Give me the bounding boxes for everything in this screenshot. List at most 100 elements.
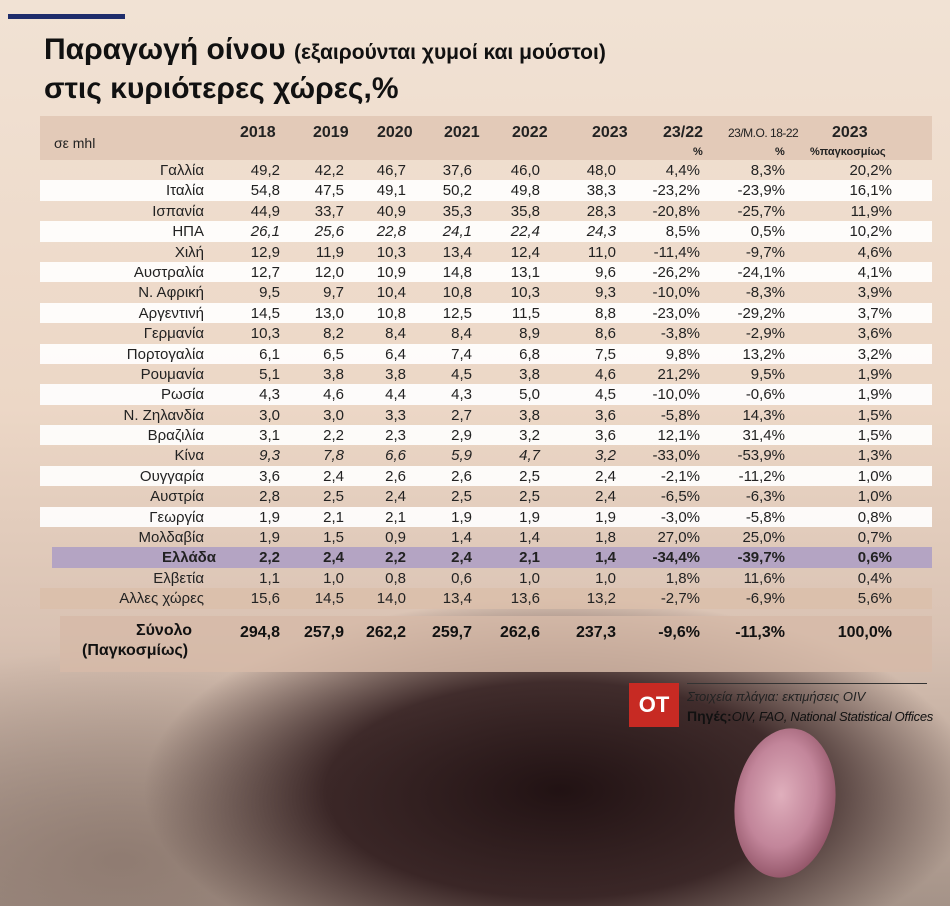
table-row: Γαλλία 49,2 42,2 46,7 37,6 46,0 48,0 4,4% 8,3% 20… — [40, 160, 932, 180]
val-2018: 2,2 — [259, 549, 280, 567]
country-name: Γεωργία — [149, 508, 204, 526]
val-2020: 14,0 — [376, 590, 406, 608]
val-2020: 46,7 — [376, 162, 406, 179]
val-avg: 13,2% — [742, 345, 785, 363]
table-row: Ρουμανία 5,1 3,8 3,8 4,5 3,8 4,6 21,2% 9,5% 1,9% — [40, 364, 932, 384]
val-avg: 9,5% — [750, 365, 785, 383]
val-2023: 48,0 — [586, 162, 616, 179]
col-change-sub: % — [693, 146, 703, 158]
val-avg: 11,6% — [743, 569, 785, 587]
val-2020: 2,3 — [385, 427, 406, 445]
val-change: 4,4% — [665, 162, 700, 179]
country-name: ΗΠΑ — [172, 223, 204, 241]
val-avg: -24,1% — [737, 263, 785, 281]
chart-title: Παραγωγή οίνου (εξαιρούνται χυμοί και μο… — [44, 32, 606, 107]
table-row: Ρωσία 4,3 4,6 4,4 4,3 5,0 4,5 -10,0% -0,6% 1,9% — [40, 384, 932, 405]
val-2018: 1,9 — [259, 529, 280, 547]
val-2022: 11,5 — [511, 304, 540, 322]
table-row: Πορτογαλία 6,1 6,5 6,4 7,4 6,8 7,5 9,8% 13,2% 3,2… — [40, 343, 932, 364]
val-change: -34,4% — [652, 549, 700, 567]
val-2018: 9,5 — [259, 284, 280, 302]
country-name: Ελλάδα — [161, 549, 216, 567]
col-2022: 2022 — [512, 124, 548, 141]
val-change: 1,8% — [665, 569, 700, 587]
val-avg: -6,9% — [745, 590, 785, 608]
val-share: 5,6% — [857, 590, 892, 608]
val-2020: 0,8 — [385, 569, 406, 587]
source-label: Πηγές: — [687, 708, 732, 724]
val-2021: 4,5 — [451, 365, 472, 383]
country-name: Ρουμανία — [140, 365, 204, 383]
val-change: 8,5% — [665, 223, 700, 241]
val-2021: 2,5 — [451, 488, 472, 506]
val-2020: 3,8 — [385, 365, 406, 383]
country-name: Ουγγαρία — [139, 467, 204, 485]
val-2018: 14,5 — [250, 304, 280, 322]
val-2021: 35,3 — [442, 202, 472, 220]
val-change: -6,5% — [660, 488, 700, 506]
title-line2: στις κυριότερες χώρες,% — [44, 72, 399, 105]
title-parenthetical: (εξαιρούνται χυμοί και μούστοι) — [293, 41, 606, 64]
val-2021: 13,4 — [442, 243, 472, 261]
val-2018: 1,9 — [259, 508, 280, 526]
source-divider — [687, 683, 927, 684]
val-2020: 2,2 — [385, 549, 406, 567]
val-2019: 25,6 — [314, 223, 344, 241]
val-2023: 9,6 — [595, 263, 616, 281]
col-2023: 2023 — [592, 124, 628, 141]
val-2018: 1,1 — [259, 569, 280, 587]
val-2023: 11,0 — [587, 243, 616, 261]
table-row: Γεωργία 1,9 2,1 2,1 1,9 1,9 1,9 -3,0% -5,8% 0,8% — [40, 506, 932, 528]
val-2019: 8,2 — [323, 325, 344, 343]
val-2022: 2,5 — [519, 467, 540, 485]
table-row: Ισπανία 44,9 33,7 40,9 35,3 35,8 28,3 -20,8% -25… — [40, 201, 932, 221]
val-2019: 11,9 — [315, 243, 344, 261]
val-2020: 22,8 — [376, 223, 406, 241]
val-avg: -25,7% — [737, 202, 785, 220]
val-change: -23,0% — [652, 304, 700, 322]
total-val-2022: 262,6 — [499, 624, 540, 641]
country-name: Πορτογαλία — [126, 345, 204, 363]
val-2021: 1,9 — [451, 508, 472, 526]
val-avg: -5,8% — [745, 508, 785, 526]
country-name: Γαλλία — [160, 162, 204, 179]
val-2018: 12,9 — [250, 243, 280, 261]
val-2022: 2,5 — [519, 488, 540, 506]
table-header: σε mhl 2018 2019 2020 2021 2022 2023 23/… — [40, 116, 932, 160]
val-share: 11,9% — [850, 202, 892, 220]
country-name: Ιταλία — [165, 182, 204, 200]
val-avg: -2,9% — [745, 325, 785, 343]
val-2022: 6,8 — [519, 345, 540, 363]
val-share: 0,4% — [857, 569, 892, 587]
val-change: -10,0% — [652, 284, 700, 302]
total-val-2019: 257,9 — [303, 624, 344, 641]
val-2019: 2,1 — [323, 508, 344, 526]
val-2018: 3,6 — [259, 467, 280, 485]
total-row: Σύνολο (Παγκοσμίως) 294,8 257,9 262,2 259,7… — [60, 616, 932, 672]
val-avg: -39,7% — [737, 549, 785, 567]
val-2023: 3,2 — [595, 447, 616, 465]
val-2022: 8,9 — [519, 325, 540, 343]
total-val-share: 100,0% — [837, 624, 892, 641]
country-name: Αλλες χώρες — [119, 590, 204, 608]
val-2020: 10,3 — [376, 243, 406, 261]
val-2018: 12,7 — [250, 263, 280, 281]
total-val-2023: 237,3 — [575, 624, 616, 641]
val-2018: 5,1 — [259, 365, 280, 383]
val-2020: 10,4 — [376, 284, 406, 302]
val-2023: 1,0 — [595, 569, 616, 587]
table-row: Ν. Αφρική 9,5 9,7 10,4 10,8 10,3 9,3 -10,0% -8,3… — [40, 282, 932, 302]
val-2021: 12,5 — [442, 304, 472, 322]
val-change: 21,2% — [657, 365, 700, 383]
val-2023: 13,2 — [586, 590, 616, 608]
val-2020: 0,9 — [385, 529, 406, 547]
country-name: Βραζιλία — [147, 427, 204, 445]
val-change: 9,8% — [665, 345, 700, 363]
table-row: Ελβετία 1,1 1,0 0,8 0,6 1,0 1,0 1,8% 11,6% 0,4% — [40, 568, 932, 588]
table-row: ΗΠΑ 26,1 25,6 22,8 24,1 22,4 24,3 8,5% 0,5% 10,2% — [40, 221, 932, 242]
val-avg: 31,4% — [742, 427, 785, 445]
total-val-2020: 262,2 — [365, 624, 406, 641]
val-2022: 49,8 — [510, 182, 540, 200]
val-2019: 1,5 — [323, 529, 344, 547]
val-2019: 2,2 — [323, 427, 344, 445]
